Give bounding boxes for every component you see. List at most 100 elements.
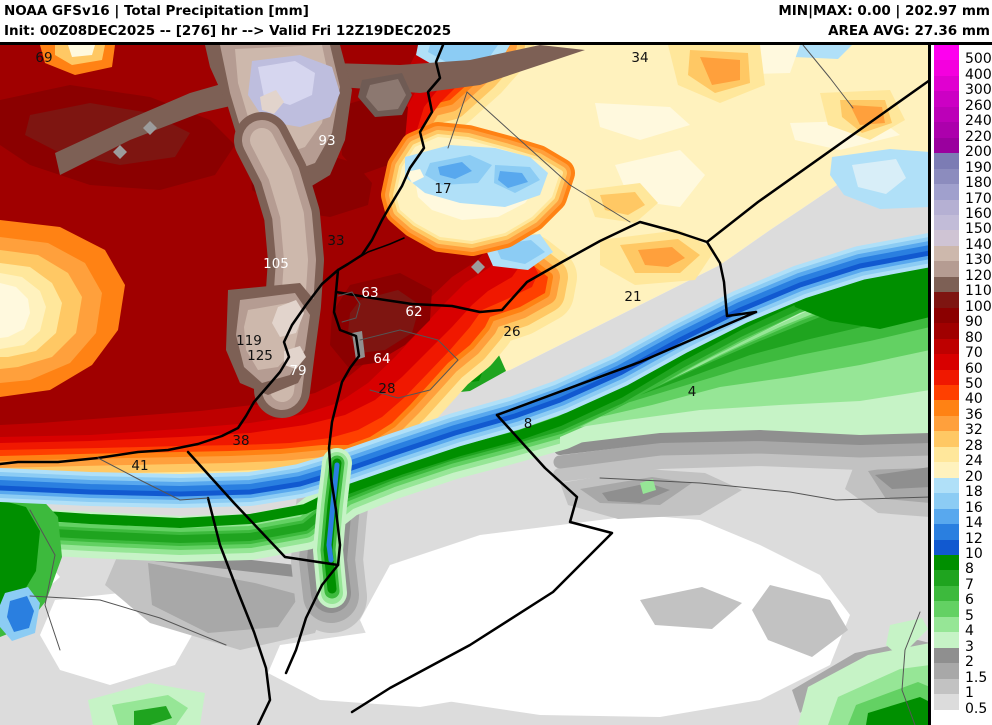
colorbar-segment [934, 261, 959, 278]
border-line [0, 45, 445, 466]
colorbar-segment [934, 385, 959, 401]
map-value-label: 79 [289, 363, 306, 379]
header-divider [0, 42, 992, 45]
header-bar: NOAA GFSv16 | Total Precipitation [mm] I… [0, 0, 992, 42]
map-value-label: 105 [263, 256, 289, 272]
border-line [447, 91, 468, 149]
colorbar-segment [934, 446, 959, 463]
colorbar-label: 160 [965, 206, 992, 222]
map-region [272, 300, 304, 337]
colorbar-label: 0.5 [965, 700, 988, 717]
border-line [802, 45, 854, 109]
map-region [471, 260, 485, 274]
map-region [7, 596, 34, 632]
colorbar-label: 2 [965, 654, 974, 671]
colorbar-segment [934, 354, 959, 371]
colorbar-label: 28 [965, 437, 983, 454]
map-region [406, 169, 424, 183]
colorbar-label: 120 [965, 267, 992, 284]
border-line [186, 450, 340, 567]
colorbar-label: 10 [965, 546, 983, 562]
colorbar-label: 1 [965, 685, 974, 702]
map-region [852, 159, 906, 194]
colorbar-segment [934, 245, 959, 262]
map-region [640, 479, 656, 494]
colorbar-segment [934, 199, 959, 216]
colorbar-segment [934, 215, 959, 231]
border-line [334, 220, 709, 314]
map-region [0, 245, 930, 496]
header-left: NOAA GFSv16 | Total Precipitation [mm] I… [4, 1, 451, 41]
map-value-label: 125 [247, 348, 273, 364]
colorbar-label: 240 [965, 113, 992, 130]
colorbar-segment [934, 508, 959, 525]
border-line [705, 240, 758, 318]
colorbar-segment [934, 663, 959, 680]
colorbar-segment [934, 647, 959, 664]
map-value-label: 69 [35, 50, 52, 66]
map-region [148, 563, 300, 633]
map-region [143, 121, 157, 135]
map-region [866, 697, 930, 725]
border-line [97, 457, 209, 501]
border-line [599, 477, 930, 501]
map-region [498, 171, 528, 188]
colorbar-label: 200 [965, 144, 992, 161]
colorbar-label: 150 [965, 221, 992, 238]
colorbar-label: 180 [965, 175, 992, 192]
colorbar-label: 32 [965, 422, 983, 439]
map-value-label: 38 [232, 433, 249, 449]
map-region [553, 452, 930, 482]
colorbar-label: 12 [965, 530, 983, 547]
map-value-label: 26 [503, 324, 520, 340]
map-region [752, 585, 848, 657]
map-region [875, 467, 930, 489]
map-region [348, 290, 420, 353]
colorbar-segment [934, 122, 959, 139]
map-region [284, 346, 306, 369]
colorbar-label: 130 [965, 252, 992, 269]
precipitation-map: 69 34 93 17 33 105 63 21 62 26 119 125 64 79 28 4 8 38 41 [0, 45, 930, 725]
colorbar-label: 3 [965, 638, 974, 655]
map-region [0, 283, 30, 338]
border-line [29, 509, 61, 651]
colorbar-label: 110 [965, 283, 992, 300]
map-value-label: 33 [327, 233, 344, 249]
map-region [438, 162, 472, 179]
map-value-label: 119 [236, 333, 262, 349]
colorbar-segment [934, 153, 959, 170]
colorbar-label: 220 [965, 128, 992, 145]
colorbar-segment [934, 709, 959, 725]
colorbar-segment [934, 137, 959, 154]
colorbar-label: 14 [965, 515, 983, 532]
colorbar-label: 400 [965, 66, 992, 83]
colorbar-label: 70 [965, 345, 983, 362]
colorbar-label: 100 [965, 298, 992, 315]
colorbar-segment [934, 307, 959, 324]
colorbar-segment [934, 292, 959, 309]
map-region [68, 45, 95, 57]
border-line [29, 595, 227, 646]
colorbar-segment [934, 493, 959, 510]
map-value-label: 62 [405, 304, 422, 320]
colorbar-segment [934, 369, 959, 386]
colorbar-segment [934, 230, 959, 247]
colorbar-label: 140 [965, 236, 992, 253]
colorbar-segment [934, 400, 959, 417]
colorbar-segment [934, 276, 959, 293]
border-line [206, 496, 272, 725]
map-value-label: 21 [624, 289, 641, 305]
colorbar-swatches [934, 45, 959, 725]
colorbar-label: 60 [965, 360, 983, 377]
map-region [600, 192, 645, 215]
map-region [134, 706, 172, 725]
colorbar-label: 1.5 [965, 669, 988, 686]
colorbar-label: 190 [965, 159, 992, 176]
border-line [347, 237, 405, 265]
map-region [886, 618, 928, 657]
colorbar-segment [934, 106, 959, 123]
map-value-label: 8 [524, 416, 533, 432]
colorbar-segment [934, 168, 959, 185]
colorbar-segment [934, 570, 959, 587]
